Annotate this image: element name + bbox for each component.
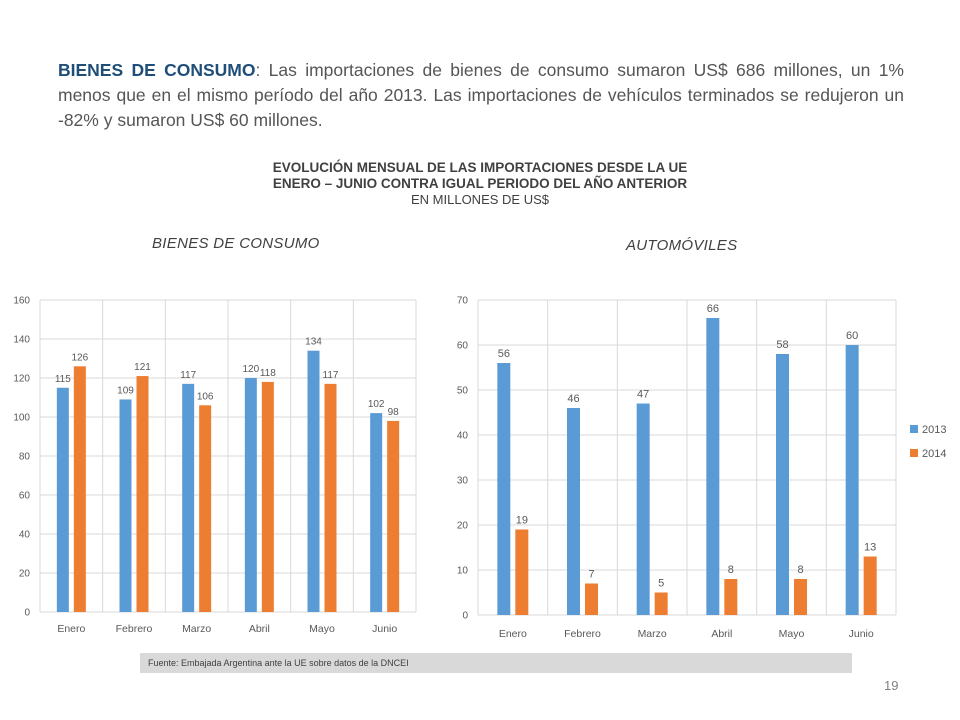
autos-category-label: Junio	[849, 628, 874, 640]
autos-bar-2013-junio	[845, 345, 859, 615]
bienes-data-label: 98	[388, 407, 400, 418]
bienes-ytick-label: 80	[19, 452, 31, 463]
autos-category-label: Febrero	[564, 628, 601, 640]
bienes-bar-2014-junio	[387, 420, 400, 612]
bienes-bar-2014-abril	[261, 381, 274, 612]
bienes-bar-2014-febrero	[136, 376, 149, 612]
autos-data-label: 58	[776, 339, 788, 351]
autos-bar-2014-enero	[515, 529, 529, 615]
autos-data-label: 66	[707, 303, 719, 315]
autos-bar-2013-abril	[706, 318, 720, 615]
bienes-ytick-label: 60	[19, 491, 31, 502]
autos-bar-2014-junio	[863, 556, 877, 615]
bienes-data-label: 109	[117, 385, 134, 396]
autos-bar-2013-febrero	[567, 408, 580, 615]
bienes-data-label: 102	[368, 399, 385, 410]
autos-ytick-label: 70	[457, 296, 469, 307]
panel-label-bienes-de-consumo: BIENES DE CONSUMO	[152, 235, 320, 252]
source-note: Fuente: Embajada Argentina ante la UE so…	[140, 653, 852, 673]
autos-bar-2013-mayo	[776, 354, 789, 615]
bienes-bar-2014-marzo	[199, 405, 212, 612]
autos-bar-2013-enero	[497, 363, 511, 615]
autos-data-label: 46	[567, 393, 579, 405]
bienes-ytick-label: 140	[13, 335, 30, 346]
autos-legend-swatch	[910, 449, 918, 457]
bienes-data-label: 120	[242, 364, 259, 375]
bienes-bar-2013-junio	[370, 413, 383, 612]
autos-ytick-label: 40	[457, 431, 469, 442]
autos-category-label: Enero	[499, 628, 527, 640]
chart-title-line3: EN MILLONES DE US$	[411, 192, 549, 207]
autos-ytick-label: 0	[462, 611, 468, 622]
bienes-bar-2014-mayo	[324, 383, 337, 612]
chart-title-line2: ENERO – JUNIO CONTRA IGUAL PERIODO DEL A…	[272, 176, 688, 191]
intro-paragraph: BIENES DE CONSUMO: Las importaciones de …	[58, 58, 904, 133]
autos-bar-2014-marzo	[654, 592, 668, 615]
autos-data-label: 13	[864, 542, 876, 554]
autos-ytick-label: 50	[457, 386, 469, 397]
bienes-category-label: Junio	[372, 623, 397, 635]
bienes-data-label: 117	[323, 370, 339, 381]
bienes-category-label: Febrero	[116, 623, 153, 635]
autos-bar-2014-abril	[724, 579, 738, 615]
intro-lead: BIENES DE CONSUMO	[58, 60, 256, 80]
bienes-ytick-label: 120	[13, 374, 30, 385]
autos-ytick-label: 10	[457, 566, 469, 577]
autos-category-label: Marzo	[638, 628, 667, 640]
autos-data-label: 19	[516, 515, 528, 527]
autos-data-label: 56	[498, 348, 510, 360]
bienes-ytick-label: 0	[24, 608, 30, 619]
bienes-data-label: 117	[180, 370, 196, 381]
autos-bar-2014-mayo	[794, 579, 807, 615]
chart-title: EVOLUCIÓN MENSUAL DE LAS IMPORTACIONES D…	[180, 160, 780, 208]
bienes-category-label: Mayo	[309, 623, 335, 635]
page-number: 19	[884, 678, 899, 693]
bienes-data-label: 126	[71, 352, 88, 363]
autos-category-label: Mayo	[779, 628, 805, 640]
bienes-ytick-label: 100	[13, 413, 30, 424]
bienes-data-label: 106	[197, 391, 214, 402]
autos-ytick-label: 60	[457, 341, 469, 352]
bienes-ytick-label: 160	[13, 296, 30, 307]
bienes-data-label: 121	[134, 362, 151, 373]
autos-data-label: 8	[797, 564, 803, 576]
bienes-ytick-label: 20	[19, 569, 31, 580]
bienes-data-label: 134	[305, 337, 322, 348]
bienes-bar-2013-mayo	[307, 350, 320, 612]
autos-ytick-label: 20	[457, 521, 469, 532]
bienes-data-label: 115	[55, 374, 71, 385]
bienes-ytick-label: 40	[19, 530, 31, 541]
autos-ytick-label: 30	[457, 476, 469, 487]
panel-label-automoviles: AUTOMÓVILES	[626, 237, 738, 254]
autos-bar-2014-febrero	[585, 583, 598, 615]
autos-data-label: 5	[658, 578, 664, 590]
bienes-bar-2014-enero	[73, 366, 86, 612]
autos-legend-swatch	[910, 425, 918, 433]
bienes-category-label: Marzo	[182, 623, 211, 635]
bienes-category-label: Abril	[249, 623, 270, 635]
autos-data-label: 8	[728, 564, 734, 576]
bienes-bar-2013-enero	[56, 387, 69, 612]
autos-legend-label: 2013	[922, 424, 946, 436]
bienes-bar-2013-febrero	[119, 399, 132, 612]
bienes-category-label: Enero	[57, 623, 85, 635]
chart-title-line1: EVOLUCIÓN MENSUAL DE LAS IMPORTACIONES D…	[272, 160, 688, 175]
bienes-data-label: 118	[260, 368, 276, 379]
intro-text: : Las importaciones de bienes de consumo…	[58, 60, 904, 130]
autos-category-label: Abril	[711, 628, 732, 640]
bienes-bar-2013-abril	[244, 378, 257, 612]
autos-bar-2013-marzo	[636, 403, 650, 615]
autos-legend-label: 2014	[922, 448, 946, 460]
autos-data-label: 47	[637, 389, 649, 401]
autos-data-label: 60	[846, 330, 858, 342]
autos-data-label: 7	[588, 569, 594, 581]
bienes-bar-2013-marzo	[182, 383, 195, 612]
